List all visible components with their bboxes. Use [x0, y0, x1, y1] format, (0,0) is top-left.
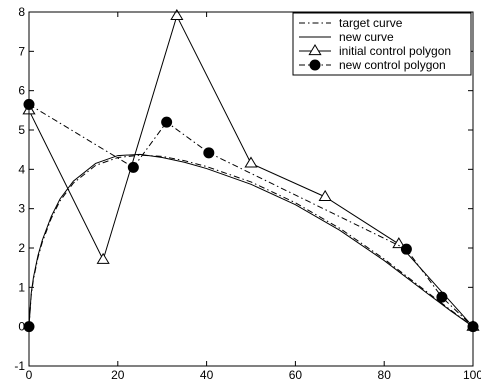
new-control-polygon-circle-marker: [400, 243, 412, 255]
x-tick-label: 100: [463, 368, 481, 381]
y-tick-label: 4: [18, 162, 25, 176]
x-tick-label: 60: [289, 368, 303, 381]
x-tick-label: 80: [378, 368, 392, 381]
legend-new-control-polygon-circle-marker: [309, 59, 321, 71]
legend-label-initial-control-polygon: initial control polygon: [339, 44, 451, 58]
new-control-polygon-circle-marker: [161, 116, 173, 128]
y-tick-label: -1: [14, 359, 25, 373]
x-tick-label: 20: [111, 368, 125, 381]
initial-control-polygon-triangle-marker: [170, 8, 184, 21]
x-tick-label: 0: [26, 368, 33, 381]
y-tick-label: 8: [18, 5, 25, 19]
new-curve-line: [28, 153, 474, 328]
plot-frame: [28, 11, 474, 367]
initial-control-polygon-triangle-marker: [96, 252, 110, 264]
y-tick-label: 0: [18, 320, 25, 334]
new-control-polygon-line: [28, 104, 474, 328]
y-tick-label: 3: [18, 202, 25, 216]
new-control-polygon-circle-marker: [436, 291, 448, 303]
y-tick-label: 5: [18, 123, 25, 137]
initial-control-polygon-triangle-marker: [392, 237, 406, 249]
y-tick-label: 7: [18, 44, 25, 58]
new-control-polygon-circle-marker: [203, 147, 215, 159]
y-tick-label: 2: [18, 241, 25, 255]
y-tick-label: 1: [18, 280, 25, 294]
target-curve-line: [28, 154, 474, 328]
legend-initial-control-polygon-triangle-marker: [308, 44, 322, 56]
y-tick-label: 6: [18, 84, 25, 98]
legend-label-new-control-polygon: new control polygon: [339, 58, 446, 72]
legend-label-new-curve: new curve: [339, 30, 394, 44]
x-tick-label: 40: [200, 368, 214, 381]
initial-control-polygon-triangle-marker: [318, 189, 332, 201]
plot-area: [22, 8, 480, 333]
new-control-polygon-circle-marker: [127, 161, 139, 173]
initial-control-polygon-triangle-marker: [244, 156, 258, 168]
legend-label-target-curve: target curve: [339, 16, 403, 30]
